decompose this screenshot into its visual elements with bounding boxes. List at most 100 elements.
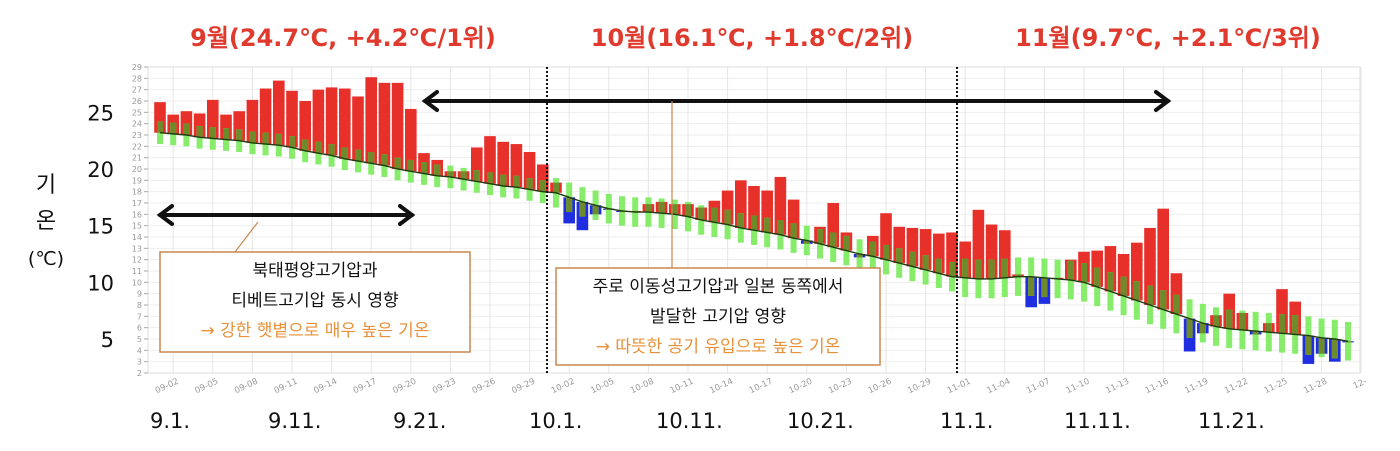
anomaly-bar (233, 111, 245, 141)
x-tick-label: 10-05 (589, 377, 616, 397)
band-overlap (394, 157, 401, 169)
anomaly-bar (339, 88, 351, 159)
x-tick-label: 11-13 (1104, 377, 1131, 397)
band-overlap (341, 147, 348, 159)
x-tick-label: 11-16 (1144, 377, 1171, 397)
anomaly-bar (405, 108, 417, 172)
band-overlap (751, 215, 757, 231)
x-tick-label: 11-28 (1302, 377, 1329, 397)
band-overlap (843, 235, 850, 251)
bottom-label: 9.1. (150, 409, 190, 433)
x-tick-label: 09-02 (154, 377, 181, 397)
band-overlap (1318, 337, 1325, 354)
y-tick-label: 25 (132, 108, 142, 117)
x-tick-label: 09-29 (510, 377, 537, 397)
x-tick-label: 09-17 (352, 377, 379, 397)
band-overlap (355, 149, 361, 162)
band-overlap (157, 121, 163, 133)
band-overlap (685, 204, 691, 217)
band-overlap (1147, 285, 1153, 305)
band-overlap (975, 259, 982, 279)
anomaly-bar (933, 233, 945, 274)
annotation-1-line-1: 북태평양고기압과 (252, 261, 377, 281)
band-overlap (302, 139, 309, 151)
y-tick-label: 15 (132, 222, 142, 231)
y-tick-label: 23 (132, 131, 142, 140)
band-overlap (368, 152, 375, 164)
anomaly-bar (523, 152, 536, 190)
band-overlap (315, 141, 322, 154)
bottom-label: 10.11. (656, 409, 723, 433)
anomaly-bar (510, 144, 523, 188)
bottom-label: 11.1. (940, 409, 993, 433)
band-overlap (289, 136, 295, 148)
x-tick-label: 10-17 (748, 377, 775, 397)
anomaly-bar (946, 232, 958, 277)
annotation-1-line-3: → 강한 햇볕으로 매우 높은 기온 (201, 321, 430, 341)
anomaly-bar (735, 180, 747, 228)
y-tick-label: 20 (132, 165, 142, 174)
anomaly-bar (154, 102, 166, 133)
band-overlap (421, 162, 427, 174)
band-overlap (209, 127, 216, 139)
band-overlap (909, 251, 916, 267)
anomaly-bar (1144, 227, 1156, 305)
anomaly-bar (972, 209, 985, 279)
anomaly-bar (246, 99, 259, 143)
band-overlap (526, 178, 533, 190)
y-tick-label: 8 (137, 301, 142, 310)
connector-1 (234, 221, 259, 253)
y-tick-label: 6 (137, 324, 142, 333)
band-overlap (777, 220, 784, 235)
anomaly-bar (497, 141, 509, 186)
x-tick-label: 11-01 (946, 377, 973, 397)
anomaly-bar (906, 227, 919, 267)
x-tick-label: 10-29 (906, 377, 933, 397)
band-overlap (724, 209, 731, 225)
x-tick-label: 10-26 (867, 377, 894, 397)
y-tick-label: 3 (137, 358, 142, 367)
y-major-label: 25 (87, 101, 114, 125)
band-overlap (830, 232, 837, 248)
anomaly-bar (378, 82, 391, 166)
band-overlap (803, 240, 810, 244)
anomaly-bar (748, 186, 760, 231)
band-overlap (407, 159, 414, 172)
marks (154, 77, 1354, 364)
y-major-label: 10 (87, 271, 114, 295)
y-tick-label: 9 (137, 290, 142, 299)
normal-line (159, 132, 1349, 342)
band-overlap (566, 197, 573, 213)
arrow-sep (156, 204, 416, 226)
anomaly-bar (273, 80, 285, 146)
y-tick-label: 27 (132, 86, 142, 95)
y-tick-label: 14 (132, 233, 142, 242)
x-tick-label: 10-08 (629, 377, 656, 397)
band-overlap (1239, 312, 1246, 330)
x-tick-label: 10-02 (550, 377, 577, 397)
x-tick-label: 11-10 (1065, 377, 1092, 397)
band-overlap (434, 164, 441, 176)
band-overlap (856, 254, 863, 258)
band-overlap (1160, 290, 1167, 310)
y-tick-label: 21 (132, 154, 142, 163)
title-september: 9월(24.7℃, +4.2℃/1위) (190, 24, 496, 52)
band-overlap (1199, 323, 1206, 334)
band-overlap (817, 229, 823, 244)
band-overlap (1213, 315, 1219, 327)
band-overlap (790, 223, 797, 239)
y-tick-label: 24 (132, 120, 142, 129)
plot-frame (147, 66, 1361, 374)
anomaly-bar (193, 113, 206, 138)
anomaly-bar (207, 99, 219, 139)
x-ticks: 09-02 09-05 09-08 09-11 09-14 09-17 09-20 09-23… (154, 377, 1369, 397)
x-tick-label: 09-14 (312, 377, 339, 397)
band-overlap (1120, 276, 1127, 296)
band-overlap (223, 128, 229, 140)
x-tick-label: 09-23 (431, 377, 458, 397)
band-overlap (170, 122, 177, 134)
band-overlap (1345, 341, 1351, 343)
annotation-box-2: 주로 이동성고기압과 일본 동쪽에서 발달한 고기압 영향 → 따뜻한 공기 유… (555, 267, 881, 366)
anomaly-bar (220, 114, 232, 140)
band-overlap (1001, 258, 1008, 278)
